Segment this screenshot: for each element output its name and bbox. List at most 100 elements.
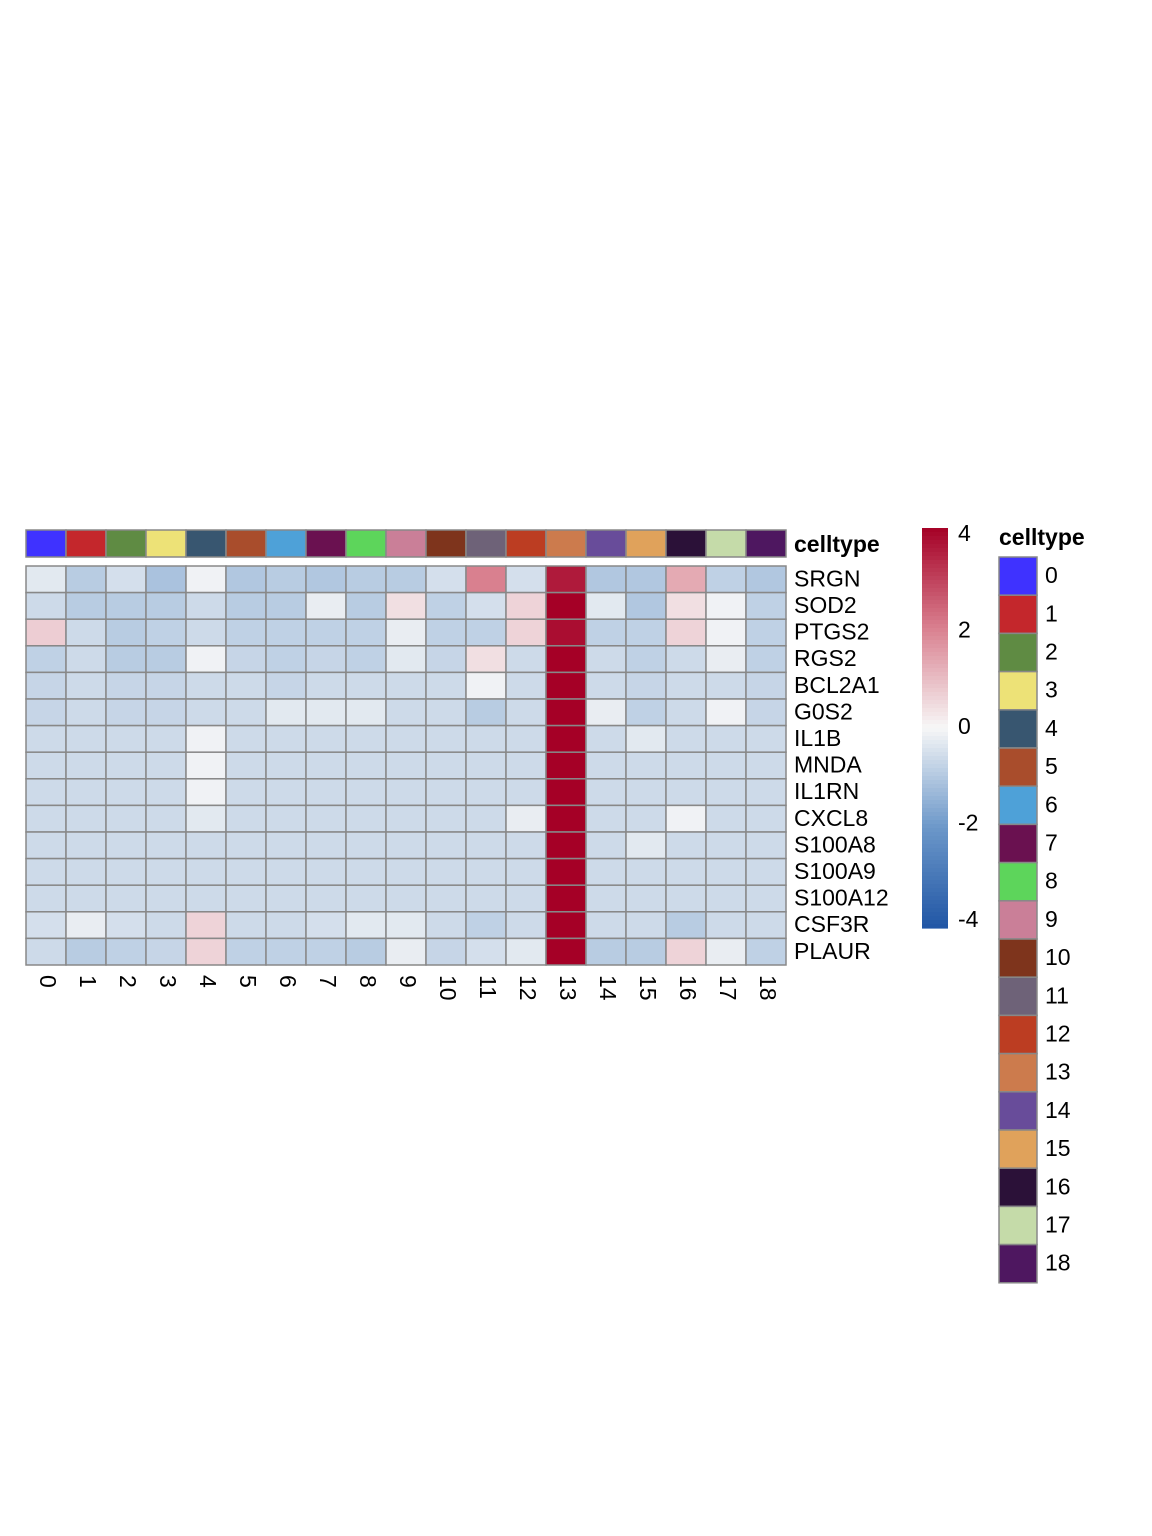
heatmap-cell [225, 565, 267, 594]
heatmap-cell [225, 937, 267, 966]
colorbar-segment [922, 804, 948, 809]
heatmap-cell [745, 804, 787, 833]
heatmap-cell [705, 724, 747, 753]
heatmap-cell [25, 751, 67, 780]
colorbar-segment [922, 860, 948, 865]
heatmap-cell [465, 804, 507, 833]
heatmap-cell [465, 884, 507, 913]
heatmap-cell [745, 698, 787, 727]
heatmap-cell [345, 911, 387, 940]
annotation-cell [425, 529, 467, 558]
heatmap-cell [745, 724, 787, 753]
column-label: 18 [755, 975, 781, 1001]
annotation-cell [25, 529, 67, 558]
colorbar-segment [922, 752, 948, 757]
heatmap-cell [505, 911, 547, 940]
annotation-cell [145, 529, 187, 558]
heatmap-cell [665, 778, 707, 807]
legend-label: 14 [1045, 1097, 1071, 1123]
colorbar-tick-label: 2 [958, 617, 971, 643]
heatmap-cell [105, 671, 147, 700]
heatmap-cell [585, 937, 627, 966]
heatmap-cell [585, 645, 627, 674]
annotation-cell [185, 529, 227, 558]
heatmap-cell [225, 591, 267, 620]
heatmap-cell [465, 778, 507, 807]
colorbar-segment [922, 876, 948, 881]
legend-title: celltype [999, 524, 1085, 550]
heatmap-cell [105, 751, 147, 780]
colorbar-segment [922, 676, 948, 681]
heatmap-cell [745, 591, 787, 620]
heatmap-cell [225, 911, 267, 940]
heatmap-cell [545, 698, 587, 727]
colorbar-segment [922, 612, 948, 617]
heatmap-cell [585, 804, 627, 833]
column-label: 2 [115, 975, 141, 988]
heatmap-cell [425, 618, 467, 647]
heatmap-cell [425, 804, 467, 833]
colorbar-segment [922, 768, 948, 773]
heatmap-cell [465, 831, 507, 860]
annotation-cell [665, 529, 707, 558]
heatmap-cell [105, 645, 147, 674]
colorbar-segment [922, 644, 948, 649]
heatmap-cell [105, 804, 147, 833]
annotation-cell [225, 529, 267, 558]
heatmap-cell [385, 911, 427, 940]
heatmap-cell [265, 724, 307, 753]
heatmap-cell [585, 671, 627, 700]
colorbar-segment [922, 916, 948, 921]
heatmap-cell [385, 724, 427, 753]
colorbar-segment [922, 852, 948, 857]
heatmap-cell [465, 751, 507, 780]
heatmap-cell [625, 831, 667, 860]
colorbar-segment [922, 664, 948, 669]
heatmap-cell [625, 671, 667, 700]
heatmap-cell [625, 724, 667, 753]
colorbar-segment [922, 652, 948, 657]
heatmap-cell [305, 937, 347, 966]
colorbar-segment [922, 656, 948, 661]
colorbar-segment [922, 624, 948, 629]
legend-label: 0 [1045, 562, 1058, 588]
heatmap-cell [265, 671, 307, 700]
row-label: RGS2 [794, 645, 857, 671]
legend-label: 1 [1045, 600, 1058, 626]
heatmap-cell [585, 565, 627, 594]
colorbar-segment [922, 776, 948, 781]
colorbar-segment [922, 628, 948, 633]
heatmap-cell [665, 591, 707, 620]
heatmap-cell [65, 778, 107, 807]
heatmap-cell [425, 751, 467, 780]
heatmap-cell [185, 937, 227, 966]
row-label: CSF3R [794, 911, 869, 937]
heatmap-cell [185, 804, 227, 833]
legend-label: 3 [1045, 677, 1058, 703]
colorbar-segment [922, 864, 948, 869]
row-label: CXCL8 [794, 805, 868, 831]
legend-swatch [998, 900, 1038, 940]
colorbar-segment [922, 740, 948, 745]
colorbar-segment [922, 836, 948, 841]
legend-label: 6 [1045, 791, 1058, 817]
heatmap-cell [545, 565, 587, 594]
colorbar-segment [922, 576, 948, 581]
heatmap-cell [745, 671, 787, 700]
heatmap-cell [425, 831, 467, 860]
heatmap-cell [145, 671, 187, 700]
heatmap-cell [505, 724, 547, 753]
legend-swatch [998, 785, 1038, 826]
heatmap-cell [705, 751, 747, 780]
heatmap-cell [545, 778, 587, 807]
heatmap-cell [185, 671, 227, 700]
heatmap-cell [145, 698, 187, 727]
colorbar-segment [922, 896, 948, 901]
colorbar-segment [922, 920, 948, 925]
heatmap-cell [305, 591, 347, 620]
column-label: 14 [595, 975, 621, 1001]
colorbar-segment [922, 568, 948, 573]
heatmap-cell [465, 857, 507, 886]
annotation-cell [585, 529, 627, 558]
